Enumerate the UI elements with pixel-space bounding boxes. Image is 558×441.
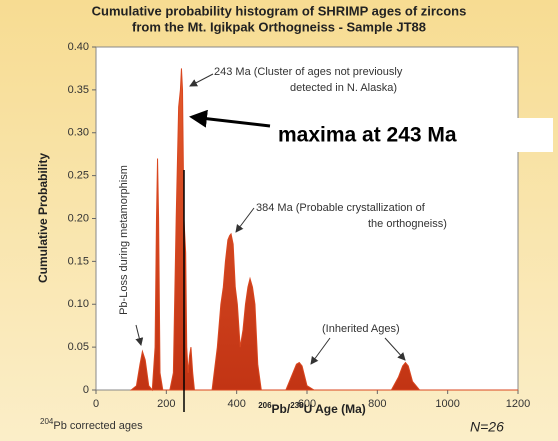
text: Pb corrected ages: [53, 420, 143, 432]
sup: 204: [40, 417, 54, 426]
annotation: the orthogneiss): [368, 218, 447, 230]
title-line: from the Mt. Igikpak Orthogneiss - Sampl…: [132, 19, 426, 34]
x-tick-label: 400: [227, 398, 245, 410]
annotation: (Inherited Ages): [322, 323, 400, 335]
arrow: [189, 109, 271, 128]
x-tick-label: 1200: [506, 398, 530, 410]
arrow: [310, 337, 331, 365]
sup: 206: [258, 401, 272, 410]
annotation: Pb-Loss during metamorphism: [118, 165, 130, 315]
x-tick-label: 800: [368, 398, 386, 410]
arrow: [235, 207, 255, 233]
text: Pb/: [272, 402, 291, 416]
y-tick-label: 0.05: [68, 341, 89, 353]
y-tick-label: 0.10: [68, 298, 89, 310]
n-label: N=26: [470, 419, 504, 435]
x-tick-label: 600: [298, 398, 316, 410]
text: U Age (Ma): [304, 402, 366, 416]
y-tick-label: 0.35: [68, 84, 89, 96]
y-tick-label: 0.30: [68, 127, 89, 139]
plot: 0 0.05 0.10 0.15 0.20 0.25 0.30 0.35 0.40 0 200 400…: [68, 41, 531, 410]
x-tick-label: 200: [157, 398, 175, 410]
x-tick-label: 0: [93, 398, 99, 410]
y-tick-label: 0.15: [68, 255, 89, 267]
annotation: detected in N. Alaska): [290, 82, 397, 94]
plot-area: [95, 46, 519, 391]
arrow: [189, 73, 214, 87]
footnote: 204Pb corrected ages: [40, 417, 143, 432]
annotation: 384 Ma (Probable crystallization of: [256, 202, 426, 214]
y-tick-label: 0: [83, 384, 89, 396]
y-tick-label: 0.25: [68, 170, 89, 182]
y-tick-label: 0.40: [68, 41, 89, 53]
y-tick-label: 0.20: [68, 212, 89, 224]
title-line: Cumulative probability histogram of SHRI…: [92, 3, 467, 18]
arrow: [135, 324, 144, 346]
callout-box: [265, 118, 553, 152]
callout: maxima at 243 Ma: [278, 124, 457, 147]
arrow: [384, 337, 406, 361]
annotation: 243 Ma (Cluster of ages not previously: [214, 66, 403, 78]
sup: 238: [290, 401, 304, 410]
y-axis-label: Cumulative Probability: [36, 153, 50, 283]
x-tick-label: 1000: [435, 398, 459, 410]
area: [129, 68, 518, 392]
x-axis-label: 206Pb/238U Age (Ma): [258, 401, 366, 416]
